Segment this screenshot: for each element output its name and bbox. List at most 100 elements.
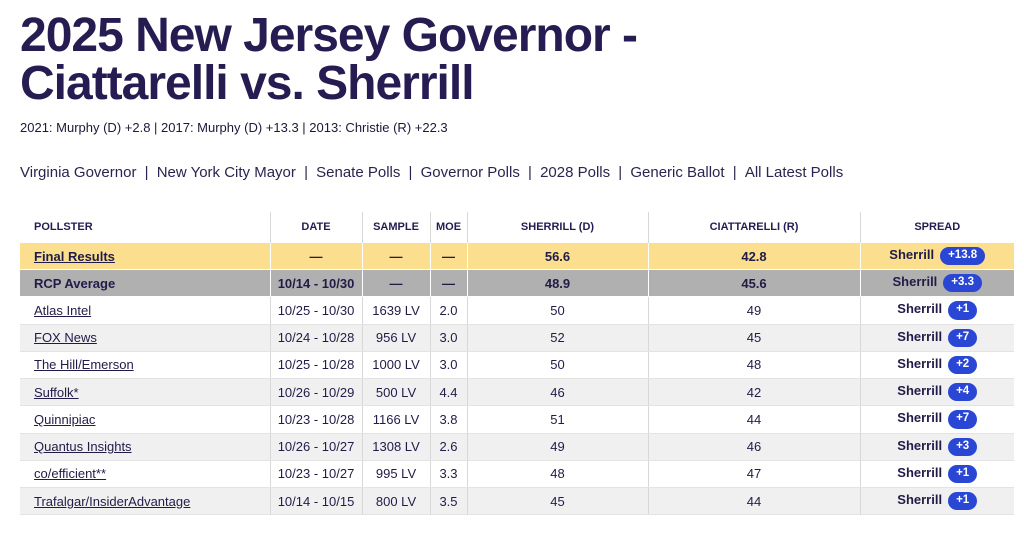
cell-moe: 3.8 [430, 405, 468, 434]
cell-sherrill: 52 [467, 324, 649, 352]
cell-spread: Sherrill +4 [860, 378, 1014, 407]
cell-moe: 3.0 [430, 351, 468, 380]
column-header-ciattarelli-r: CIATTARELLI (R) [648, 212, 861, 243]
cell-spread: Sherrill +3.3 [860, 269, 1014, 298]
race-history-subtitle: 2021: Murphy (D) +2.8 | 2017: Murphy (D)… [20, 120, 448, 135]
cell-pollster: co/efficient** [20, 460, 271, 488]
cell-sample: — [362, 243, 431, 271]
table-row-atlas-intel: Atlas Intel 10/25 - 10/30 1639 LV 2.0 50 49 Sh… [20, 296, 1014, 325]
nav-link-senate-polls[interactable]: Senate Polls [316, 164, 401, 181]
spread-leader-label: Sherrill [897, 383, 943, 399]
cell-spread: Sherrill +7 [860, 324, 1014, 352]
spread-value-badge: +1 [948, 491, 978, 511]
pollster-link-quantus-insights[interactable]: Quantus Insights [34, 439, 132, 455]
cell-moe: 3.3 [430, 460, 468, 488]
cell-date: 10/25 - 10/30 [270, 296, 363, 325]
pollster-link-atlas-intel[interactable]: Atlas Intel [34, 303, 92, 319]
nav-link-all-latest-polls[interactable]: All Latest Polls [744, 164, 844, 181]
cell-ciattarelli: 44 [648, 487, 861, 516]
nav-separator: | [523, 164, 537, 181]
cell-date: 10/14 - 10/15 [270, 487, 363, 516]
table-row-rcp-average: RCP Average 10/14 - 10/30— —48.9 45.6 Sherri… [20, 269, 1014, 298]
spread-value-badge: +4 [948, 383, 978, 402]
spread-leader-label: Sherrill [897, 355, 943, 371]
pollster-link-the-hill-emerson[interactable]: The Hill/Emerson [34, 357, 134, 373]
spread-value-badge: +7 [948, 410, 978, 429]
cell-date: — [270, 243, 363, 271]
page-title: 2025 New Jersey Governor - Ciattarelli v… [20, 9, 638, 110]
spread-value-badge: +2 [948, 355, 978, 375]
cell-date: 10/23 - 10/27 [270, 460, 363, 488]
cell-moe: 2.0 [430, 296, 468, 325]
cell-pollster: Trafalgar/InsiderAdvantage [20, 487, 271, 516]
spread-leader-label: Sherrill [892, 274, 938, 290]
nav-separator: | [299, 164, 313, 181]
column-header-sherrill-d: SHERRILL (D) [467, 212, 649, 243]
cell-spread: Sherrill +3 [860, 433, 1014, 461]
nav-link-governor-polls[interactable]: Governor Polls [420, 164, 520, 181]
spread-leader-label: Sherrill [897, 437, 943, 453]
nav-link-virginia-governor[interactable]: Virginia Governor [20, 164, 137, 181]
cell-sherrill: 46 [467, 378, 649, 407]
spread-leader-label: Sherrill [897, 301, 943, 317]
cell-date: 10/23 - 10/28 [270, 405, 363, 434]
column-header-moe: MOE [430, 212, 468, 243]
cell-ciattarelli: 46 [648, 433, 861, 461]
nav-separator: | [140, 164, 153, 181]
cell-sample: 500 LV [362, 378, 431, 407]
cell-sherrill: 51 [467, 405, 649, 434]
cell-pollster: Quantus Insights [20, 433, 271, 461]
spread-value-badge: +13.8 [940, 247, 986, 266]
nav-link-2028-polls[interactable]: 2028 Polls [540, 164, 611, 181]
cell-sample: 1639 LV [362, 296, 431, 325]
table-row-quantus-insights: Quantus Insights 10/26 - 10/27 1308 LV 2.6 4… [20, 433, 1014, 461]
cell-spread: Sherrill +1 [860, 296, 1014, 325]
cell-sample: 956 LV [362, 324, 431, 352]
pollster-link-trafalgar-insideradvantage[interactable]: Trafalgar/InsiderAdvantage [34, 493, 191, 509]
cell-moe: 4.4 [430, 378, 468, 407]
nav-separator: | [404, 164, 417, 181]
cell-moe: — [430, 243, 468, 271]
spread-leader-label: Sherrill [897, 491, 943, 507]
cell-ciattarelli: 42.8 [648, 243, 861, 271]
cell-ciattarelli: 48 [648, 351, 861, 380]
cell-sample: 995 LV [362, 460, 431, 488]
column-header-date: DATE [270, 212, 363, 243]
table-row-fox-news: FOX News 10/24 - 10/28 956 LV 3.0 52 45 Sherri… [20, 324, 1014, 352]
cell-sample: 1308 LV [362, 433, 431, 461]
pollster-link-co-efficient[interactable]: co/efficient** [34, 466, 107, 482]
spread-value-badge: +3.3 [943, 274, 982, 293]
cell-sample: 1166 LV [362, 405, 431, 434]
cell-spread: Sherrill +1 [860, 460, 1014, 488]
spread-value-badge: +7 [948, 328, 978, 347]
cell-ciattarelli: 49 [648, 296, 861, 325]
cell-moe: 3.5 [430, 487, 468, 516]
pollster-link-suffolk[interactable]: Suffolk* [34, 384, 79, 400]
column-header-spread: SPREAD [860, 212, 1014, 243]
cell-pollster: RCP Average [20, 269, 271, 298]
pollster-link-quinnipiac[interactable]: Quinnipiac [34, 411, 96, 427]
cell-ciattarelli: 45 [648, 324, 861, 352]
spread-leader-label: Sherrill [889, 247, 935, 262]
cell-sample: 1000 LV [362, 351, 431, 380]
poll-nav: Virginia Governor | New York City Mayor … [20, 164, 1014, 181]
nav-link-generic-ballot[interactable]: Generic Ballot [630, 164, 725, 181]
cell-sherrill: 45 [467, 487, 649, 516]
pollster-link-fox-news[interactable]: FOX News [34, 330, 97, 346]
cell-ciattarelli: 44 [648, 405, 861, 434]
spread-value-badge: +3 [948, 437, 978, 456]
cell-sherrill: 48.9 [467, 269, 649, 298]
column-header-pollster: POLLSTER [20, 212, 271, 243]
spread-leader-label: Sherrill [897, 464, 943, 480]
spread-leader-label: Sherrill [897, 410, 943, 426]
pollster-link-final-results[interactable]: Final Results [34, 248, 115, 264]
cell-ciattarelli: 42 [648, 378, 861, 407]
cell-moe: 2.6 [430, 433, 468, 461]
cell-pollster: Atlas Intel [20, 296, 271, 325]
nav-link-new-york-city-mayor[interactable]: New York City Mayor [156, 164, 296, 181]
pollster-label: RCP Average [34, 275, 116, 291]
table-row-final-results: Final Results — — —56.6 42.8 Sherrill +13.8 [20, 243, 1014, 271]
cell-moe: — [430, 269, 468, 298]
cell-spread: Sherrill +2 [860, 351, 1014, 380]
